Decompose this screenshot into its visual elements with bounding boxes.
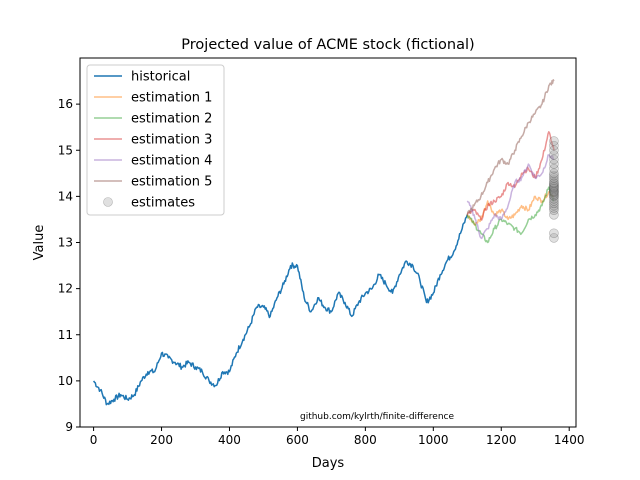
estimate-point <box>549 168 559 179</box>
legend: historical estimation 1 estimation 2 estima… <box>86 64 225 216</box>
x-tick-label: 1000 <box>418 433 449 447</box>
legend-marker <box>103 197 113 207</box>
estimate-point <box>549 177 559 188</box>
estimate-point <box>549 150 559 160</box>
estimate-point <box>549 198 559 209</box>
estimate-point <box>549 180 559 190</box>
x-tick-label: 200 <box>150 433 173 447</box>
estimate-point <box>549 178 559 189</box>
y-tick-label: 13 <box>58 236 73 250</box>
legend-item: estimates <box>103 196 195 211</box>
estimate-point <box>549 181 559 192</box>
x-axis: 0 200 400 600 800 1000 1200 1400 <box>90 427 585 447</box>
estimate-point <box>549 190 559 201</box>
estimate-point <box>549 200 559 211</box>
estimate-point <box>549 193 559 204</box>
series-line-estimation-5 <box>466 79 555 215</box>
series-layer <box>92 79 559 406</box>
estimate-point <box>549 233 559 243</box>
legend-label: estimation 2 <box>131 112 212 127</box>
estimate-point <box>549 210 559 220</box>
estimate-point <box>549 196 559 206</box>
x-tick-label: 1400 <box>554 433 585 447</box>
series-line-estimation-4 <box>466 154 555 240</box>
x-tick-label: 800 <box>354 433 377 447</box>
x-axis-label: Days <box>312 456 345 471</box>
estimate-point <box>549 182 559 192</box>
x-tick-label: 600 <box>286 433 309 447</box>
estimate-point <box>549 183 559 193</box>
y-tick-label: 10 <box>58 374 73 388</box>
legend-label: estimation 1 <box>131 91 212 106</box>
estimate-point <box>549 228 559 239</box>
x-tick-label: 1200 <box>486 433 517 447</box>
estimate-point <box>549 159 559 169</box>
estimate-point <box>549 186 559 197</box>
chart-title: Projected value of ACME stock (fictional… <box>181 37 474 53</box>
legend-item: historical <box>94 70 190 85</box>
legend-label: estimation 3 <box>131 133 212 148</box>
estimate-point <box>549 205 559 216</box>
legend-label: estimation 4 <box>131 154 212 169</box>
estimate-point <box>549 140 559 151</box>
series-estimates <box>549 136 559 243</box>
estimate-point <box>549 189 559 199</box>
legend-label: estimates <box>131 196 195 211</box>
estimate-point <box>549 163 559 174</box>
legend-item: estimation 1 <box>94 91 212 106</box>
y-tick-label: 12 <box>58 282 73 296</box>
y-tick-label: 15 <box>58 143 73 157</box>
legend-item: estimation 2 <box>94 112 212 127</box>
y-tick-label: 16 <box>58 97 73 111</box>
x-tick-label: 0 <box>90 433 98 447</box>
estimate-point <box>549 203 559 213</box>
estimate-point <box>549 136 559 146</box>
estimate-point <box>549 184 559 195</box>
y-tick-label: 11 <box>58 328 73 342</box>
estimate-point <box>549 173 559 183</box>
series-line-estimation-3 <box>466 131 555 221</box>
series-line-estimation-1 <box>466 191 555 227</box>
estimate-point <box>549 191 559 202</box>
source-annotation: github.com/kylrth/finite-difference <box>300 412 454 422</box>
estimate-point <box>549 175 559 186</box>
legend-item: estimation 4 <box>94 154 212 169</box>
y-axis: 9 10 11 12 13 14 15 16 <box>58 97 80 434</box>
legend-label: historical <box>131 70 190 85</box>
y-tick-label: 14 <box>58 189 73 203</box>
estimate-point <box>549 170 559 181</box>
series-line-historical <box>92 214 469 406</box>
y-tick-label: 9 <box>65 420 73 434</box>
y-axis-label: Value <box>32 225 47 261</box>
legend-item: estimation 3 <box>94 133 212 148</box>
legend-item: estimation 5 <box>94 175 212 190</box>
x-tick-label: 400 <box>218 433 241 447</box>
estimate-point <box>549 145 559 156</box>
legend-label: estimation 5 <box>131 175 212 190</box>
estimate-point <box>549 187 559 198</box>
estimate-point <box>549 154 559 165</box>
legend-box <box>86 64 225 216</box>
estimate-point <box>549 186 559 196</box>
series-line-estimation-2 <box>466 186 555 244</box>
